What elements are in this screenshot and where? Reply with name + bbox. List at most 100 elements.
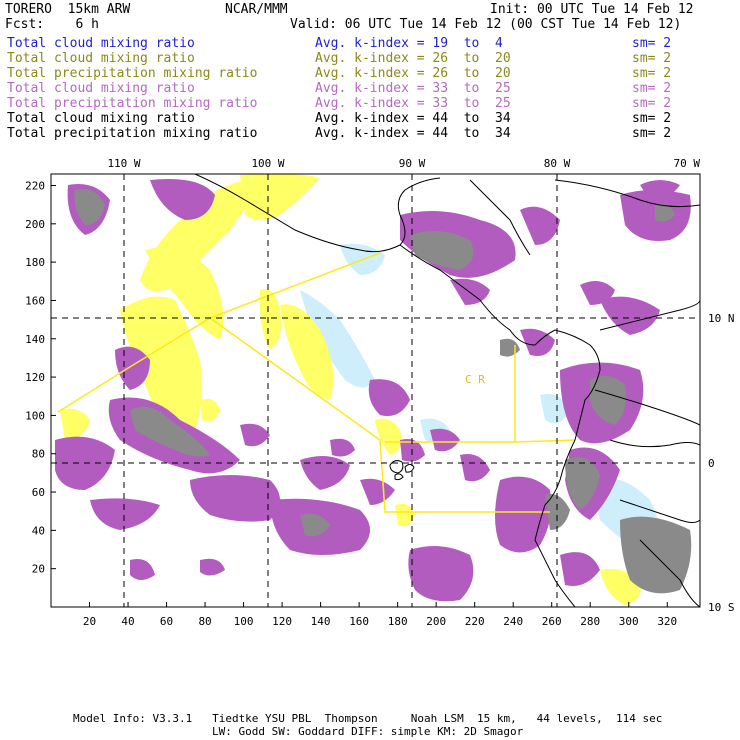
x-tick-label: 160 [349,615,369,628]
x-tick-label: 260 [542,615,562,628]
legend-avg-label: Avg. k-index = [315,111,433,126]
legend-k-start: 33 [432,81,449,96]
legend-field-name: Total precipitation mixing ratio [7,66,258,81]
legend-to: to [463,66,480,81]
legend-field-name: Total cloud mixing ratio [7,36,195,51]
legend-smoothing: sm= 2 [632,126,672,141]
legend-smoothing: sm= 2 [632,66,672,81]
physics-info: LW: Godd SW: Goddard DIFF: simple KM: 2D… [212,725,524,738]
latitude-label: 10 S [708,601,735,614]
legend-k-index: Avg. k-index = 33 to 25 [315,81,511,96]
x-tick-label: 60 [160,615,173,628]
legend-smoothing: sm= 2 [632,111,672,126]
legend-k-start: 19 [432,36,449,51]
axis-ticks: 20 40 60 80 100 120 140 160 180 200 220 240 260 280 30… [25,157,734,628]
x-tick-label: 80 [198,615,211,628]
y-tick-label: 20 [32,563,45,576]
legend-field-name: Total cloud mixing ratio [7,81,195,96]
legend-k-end: 4 [495,36,503,51]
y-tick-label: 220 [25,179,45,192]
valid-time: Valid: 06 UTC Tue 14 Feb 12 (00 CST Tue … [290,17,682,32]
y-tick-label: 180 [25,256,45,269]
legend-avg-label: Avg. k-index = [315,36,433,51]
legend-k-end: 20 [495,66,511,81]
legend-k-start: 44 [432,126,449,141]
y-tick-label: 200 [25,218,45,231]
x-tick-label: 180 [388,615,408,628]
legend-k-end: 34 [495,111,511,126]
x-tick-label: 20 [83,615,96,628]
legend-k-end: 25 [495,81,511,96]
y-tick-label: 100 [25,409,45,422]
lat-lon-grid [51,174,700,607]
legend-k-start: 33 [432,96,449,111]
x-tick-label: 280 [580,615,600,628]
legend-smoothing: sm= 2 [632,36,672,51]
x-tick-label: 140 [311,615,331,628]
legend-k-start: 26 [432,66,449,81]
longitude-label: 90 W [399,157,426,170]
legend-avg-label: Avg. k-index = [315,96,433,111]
legend-k-end: 20 [495,51,511,66]
legend-field-name: Total precipitation mixing ratio [7,126,258,141]
legend-avg-label: Avg. k-index = [315,51,433,66]
legend-to: to [463,96,480,111]
legend-avg-label: Avg. k-index = [315,66,433,81]
legend-row: Total precipitation mixing ratio Avg. k-i… [5,66,735,81]
x-tick-label: 240 [503,615,523,628]
yellow-precip-areas [60,174,641,605]
legend-row: Total cloud mixing ratio Avg. k-index = 1… [5,36,735,51]
legend-k-end: 34 [495,126,511,141]
legend-to: to [463,126,480,141]
legend-k-index: Avg. k-index = 26 to 20 [315,51,511,66]
organization-label: NCAR/MMM [225,2,288,17]
legend-row: Total precipitation mixing ratio Avg. k-i… [5,126,735,141]
legend-to: to [463,111,480,126]
legend-k-index: Avg. k-index = 44 to 34 [315,126,511,141]
legend-to: to [463,81,480,96]
legend-k-index: Avg. k-index = 19 to 4 [315,36,503,51]
map-frame [50,173,701,608]
y-tick-label: 80 [32,448,45,461]
legend-k-index: Avg. k-index = 26 to 20 [315,66,511,81]
legend-row: Total cloud mixing ratio Avg. k-index = 2… [5,51,735,66]
longitude-label: 70 W [674,157,701,170]
nested-domain-outline [57,252,576,513]
y-tick-label: 120 [25,371,45,384]
legend-avg-label: Avg. k-index = [315,126,433,141]
legend-k-start: 26 [432,51,449,66]
legend-smoothing: sm= 2 [632,96,672,111]
y-tick-label: 40 [32,524,45,537]
legend-k-start: 44 [432,111,449,126]
longitude-label: 100 W [251,157,284,170]
legend-row: Total cloud mixing ratio Avg. k-index = 4… [5,111,735,126]
legend-smoothing: sm= 2 [632,51,672,66]
y-tick-label: 160 [25,294,45,307]
model-title: TORERO 15km ARW [5,2,131,17]
legend-k-end: 25 [495,96,511,111]
legend-field-name: Total cloud mixing ratio [7,111,195,126]
legend-k-index: Avg. k-index = 33 to 25 [315,96,511,111]
legend-field-name: Total cloud mixing ratio [7,51,195,66]
x-tick-label: 120 [272,615,292,628]
forecast-hour: Fcst: 6 h [5,17,99,32]
longitude-label: 110 W [107,157,140,170]
legend-to: to [463,51,480,66]
x-tick-label: 220 [465,615,485,628]
legend-k-index: Avg. k-index = 44 to 34 [315,111,511,126]
longitude-label: 80 W [544,157,571,170]
latitude-label: 0 [708,457,715,470]
legend-row: Total cloud mixing ratio Avg. k-index = 3… [5,81,735,96]
legend-field-name: Total precipitation mixing ratio [7,96,258,111]
init-time: Init: 00 UTC Tue 14 Feb 12 [490,2,694,17]
y-tick-label: 140 [25,333,45,346]
country-label: C R [465,373,485,386]
x-tick-label: 300 [619,615,639,628]
y-tick-label: 60 [32,486,45,499]
legend-avg-label: Avg. k-index = [315,81,433,96]
x-tick-label: 40 [121,615,134,628]
legend-to: to [463,36,480,51]
coastlines [194,174,700,607]
x-tick-label: 200 [426,615,446,628]
